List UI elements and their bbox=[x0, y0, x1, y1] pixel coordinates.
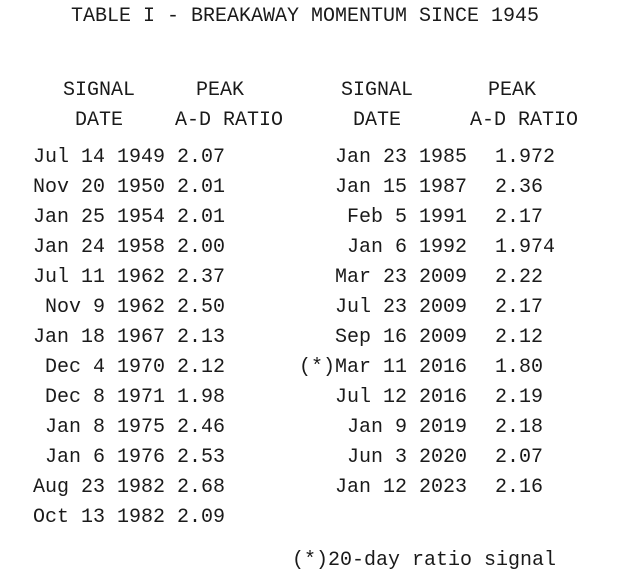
header-signal-right: SIGNAL bbox=[340, 79, 413, 102]
table-row: Jan 25 1954 2.01 Feb 5 1991 2.17 bbox=[0, 203, 619, 233]
peak-ratio-cell: 2.19 bbox=[495, 386, 544, 409]
signal-date-cell: (*)Mar 11 2016 bbox=[299, 356, 468, 379]
header-date-right: DATE bbox=[352, 109, 401, 132]
signal-date-cell: Jan 18 1967 bbox=[33, 326, 166, 349]
signal-date-cell: Jan 23 1985 bbox=[334, 146, 467, 169]
header-peak-right: PEAK bbox=[487, 79, 536, 102]
table-row: Jul 11 1962 2.37 Mar 23 2009 2.22 bbox=[0, 263, 619, 293]
table-row: Jan 6 1976 2.53 Jun 3 2020 2.07 bbox=[0, 443, 619, 473]
peak-ratio-cell: 2.09 bbox=[177, 506, 226, 529]
header-ad-ratio-left: A-D RATIO bbox=[175, 109, 284, 132]
peak-ratio-cell: 2.01 bbox=[177, 206, 226, 229]
signal-date-cell: Jan 12 2023 bbox=[334, 476, 467, 499]
peak-ratio-cell: 2.00 bbox=[177, 236, 226, 259]
table-row: Jan 18 1967 2.13 Sep 16 2009 2.12 bbox=[0, 323, 619, 353]
peak-ratio-cell: 1.98 bbox=[177, 386, 226, 409]
peak-ratio-cell: 2.12 bbox=[495, 326, 544, 349]
peak-ratio-cell: 2.07 bbox=[177, 146, 226, 169]
signal-date-cell: Mar 23 2009 bbox=[334, 266, 467, 289]
signal-date-cell: Jul 23 2009 bbox=[334, 296, 467, 319]
table-row: Dec 8 1971 1.98 Jul 12 2016 2.19 bbox=[0, 383, 619, 413]
signal-date-cell: Dec 8 1971 bbox=[44, 386, 165, 409]
peak-ratio-cell: 2.37 bbox=[177, 266, 226, 289]
footnote: (*)20-day ratio signal bbox=[292, 549, 557, 572]
peak-ratio-cell: 2.53 bbox=[177, 446, 226, 469]
peak-ratio-cell: 2.17 bbox=[495, 206, 544, 229]
signal-date-cell: Jan 6 1992 bbox=[346, 236, 467, 259]
header-row-2: DATE A-D RATIO DATE A-D RATIO bbox=[0, 106, 619, 136]
peak-ratio-cell: 2.46 bbox=[177, 416, 226, 439]
signal-date-cell: Jun 3 2020 bbox=[346, 446, 467, 469]
signal-date-cell: Nov 9 1962 bbox=[44, 296, 165, 319]
signal-date-cell: Jul 12 2016 bbox=[334, 386, 467, 409]
peak-ratio-cell: 2.13 bbox=[177, 326, 226, 349]
peak-ratio-cell: 2.50 bbox=[177, 296, 226, 319]
peak-ratio-cell: 2.12 bbox=[177, 356, 226, 379]
signal-date-cell: Jan 25 1954 bbox=[33, 206, 166, 229]
signal-date-cell: Jan 9 2019 bbox=[346, 416, 467, 439]
table-row: Dec 4 1970 2.12 (*)Mar 11 2016 1.80 bbox=[0, 353, 619, 383]
peak-ratio-cell: 1.972 bbox=[495, 146, 556, 169]
peak-ratio-cell: 2.16 bbox=[495, 476, 544, 499]
signal-date-cell: Oct 13 1982 bbox=[33, 506, 166, 529]
peak-ratio-cell: 2.17 bbox=[495, 296, 544, 319]
peak-ratio-cell: 1.974 bbox=[495, 236, 556, 259]
peak-ratio-cell: 2.22 bbox=[495, 266, 544, 289]
signal-date-cell: Jan 24 1958 bbox=[33, 236, 166, 259]
signal-date-cell: Jan 8 1975 bbox=[44, 416, 165, 439]
peak-ratio-cell: 1.80 bbox=[495, 356, 544, 379]
signal-date-cell: Jan 15 1987 bbox=[334, 176, 467, 199]
signal-date-cell: Dec 4 1970 bbox=[44, 356, 165, 379]
table-row: Jan 8 1975 2.46 Jan 9 2019 2.18 bbox=[0, 413, 619, 443]
signal-date-cell: Jan 6 1976 bbox=[44, 446, 165, 469]
table-row: Jul 14 1949 2.07 Jan 23 1985 1.972 bbox=[0, 143, 619, 173]
header-row-1: SIGNAL PEAK SIGNAL PEAK bbox=[0, 76, 619, 106]
footnote-row: (*)20-day ratio signal bbox=[0, 546, 619, 576]
peak-ratio-cell: 2.36 bbox=[495, 176, 544, 199]
header-signal-left: SIGNAL bbox=[62, 79, 135, 102]
page-title: TABLE I - BREAKAWAY MOMENTUM SINCE 1945 bbox=[70, 5, 540, 28]
signal-date-cell: Jul 11 1962 bbox=[33, 266, 166, 289]
header-peak-left: PEAK bbox=[195, 79, 244, 102]
signal-date-cell: Sep 16 2009 bbox=[334, 326, 467, 349]
header-ad-ratio-right: A-D RATIO bbox=[470, 109, 579, 132]
header-date-left: DATE bbox=[74, 109, 123, 132]
signal-date-cell: Feb 5 1991 bbox=[346, 206, 467, 229]
table-row: Nov 20 1950 2.01 Jan 15 1987 2.36 bbox=[0, 173, 619, 203]
peak-ratio-cell: 2.18 bbox=[495, 416, 544, 439]
signal-date-cell: Jul 14 1949 bbox=[33, 146, 166, 169]
peak-ratio-cell: 2.68 bbox=[177, 476, 226, 499]
table-row: Oct 13 1982 2.09 bbox=[0, 503, 619, 533]
peak-ratio-cell: 2.01 bbox=[177, 176, 226, 199]
signal-date-cell: Aug 23 1982 bbox=[33, 476, 166, 499]
table-row: Jan 24 1958 2.00 Jan 6 1992 1.974 bbox=[0, 233, 619, 263]
table-row: Aug 23 1982 2.68 Jan 12 2023 2.16 bbox=[0, 473, 619, 503]
signal-date-cell: Nov 20 1950 bbox=[33, 176, 166, 199]
table-row: Nov 9 1962 2.50 Jul 23 2009 2.17 bbox=[0, 293, 619, 323]
peak-ratio-cell: 2.07 bbox=[495, 446, 544, 469]
